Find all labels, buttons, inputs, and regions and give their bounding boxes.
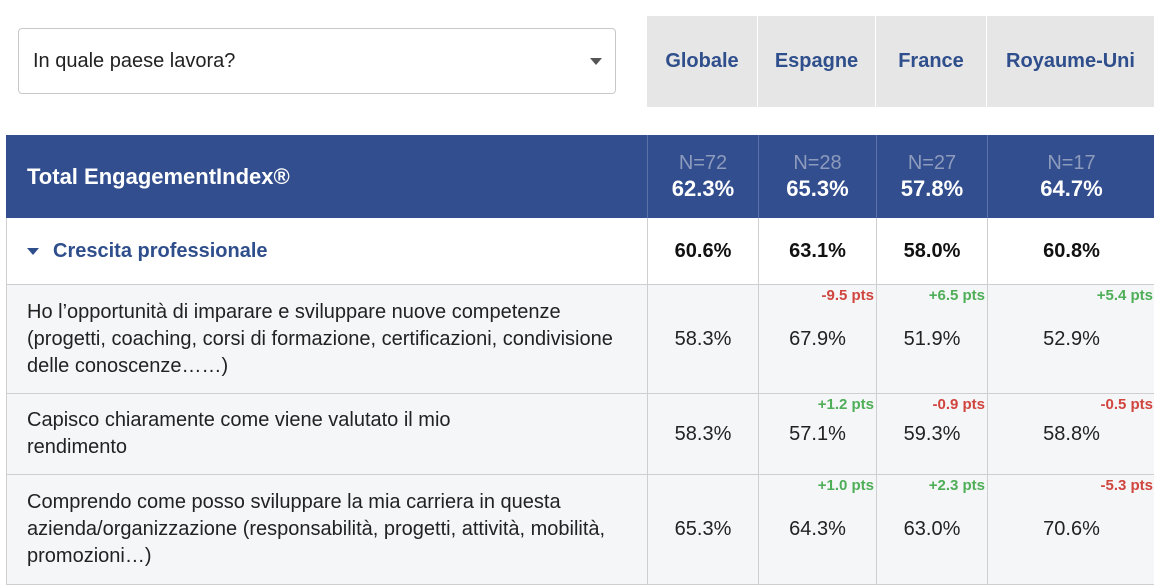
- section-row-crescita-professionale[interactable]: Crescita professionale 60.6% 63.1% 58.0%…: [6, 218, 1154, 285]
- question-text-cell: Capisco chiaramente come viene valutato …: [7, 394, 647, 474]
- chevron-down-icon[interactable]: [590, 58, 602, 65]
- question-cell-espagne: +1.0 pts 64.3%: [758, 475, 876, 584]
- question-cell-royaume-uni: -5.3 pts 70.6%: [987, 475, 1154, 584]
- total-cell-france: N=27 57.8%: [876, 135, 987, 218]
- question-cell-royaume-uni: -0.5 pts 58.8%: [987, 394, 1154, 474]
- section-score: 63.1%: [789, 239, 846, 262]
- question-score: 64.3%: [789, 518, 846, 540]
- question-score: 59.3%: [903, 422, 961, 445]
- question-score: 52.9%: [1043, 327, 1100, 350]
- question-cell-espagne: +1.2 pts 57.1%: [758, 394, 876, 474]
- question-score: 51.9%: [903, 327, 961, 350]
- collapse-caret-icon[interactable]: [27, 247, 39, 255]
- question-score: 58.3%: [674, 422, 732, 445]
- sample-size: N=27: [907, 151, 957, 174]
- delta-badge: +1.0 pts: [817, 477, 874, 494]
- section-cell-globale: 60.6%: [647, 218, 758, 284]
- column-header-france[interactable]: France: [876, 16, 986, 107]
- delta-badge: +6.5 pts: [928, 287, 985, 304]
- column-header-globale[interactable]: Globale: [647, 16, 757, 107]
- sample-size: N=28: [793, 151, 842, 174]
- question-score: 58.3%: [674, 327, 732, 350]
- question-cell-france: -0.9 pts 59.3%: [876, 394, 987, 474]
- section-cell-royaume-uni: 60.8%: [987, 218, 1154, 284]
- question-cell-globale: 58.3%: [647, 285, 758, 393]
- question-text: Ho l’opportunità di imparare e sviluppar…: [27, 300, 613, 377]
- question-row: Ho l’opportunità di imparare e sviluppar…: [6, 285, 1154, 394]
- delta-badge: -0.9 pts: [932, 396, 985, 413]
- question-text-cell: Comprendo come posso sviluppare la mia c…: [7, 475, 647, 584]
- question-score: 63.0%: [903, 518, 961, 540]
- column-header-royaume-uni[interactable]: Royaume-Uni: [987, 16, 1154, 107]
- question-row: Comprendo come posso sviluppare la mia c…: [6, 475, 1154, 585]
- delta-badge: +5.4 pts: [1096, 287, 1153, 304]
- results-table: Total EngagementIndex® N=72 62.3% N=28 6…: [6, 135, 1154, 585]
- sample-size: N=72: [678, 151, 728, 174]
- total-title-cell: Total EngagementIndex®: [7, 135, 647, 218]
- delta-badge: +2.3 pts: [928, 477, 985, 494]
- total-score: 64.7%: [1040, 175, 1103, 201]
- question-cell-royaume-uni: +5.4 pts 52.9%: [987, 285, 1154, 393]
- question-score: 57.1%: [789, 422, 846, 445]
- column-header-espagne[interactable]: Espagne: [758, 16, 875, 107]
- question-cell-france: +2.3 pts 63.0%: [876, 475, 987, 584]
- country-filter-label: In quale paese lavora?: [33, 49, 236, 72]
- question-text: Comprendo come posso sviluppare la mia c…: [27, 491, 606, 567]
- question-score: 58.8%: [1043, 422, 1100, 445]
- question-cell-globale: 65.3%: [647, 475, 758, 584]
- question-cell-france: +6.5 pts 51.9%: [876, 285, 987, 393]
- total-title: Total EngagementIndex®: [27, 163, 290, 189]
- total-score: 65.3%: [786, 175, 849, 201]
- question-score: 70.6%: [1043, 518, 1100, 540]
- section-score: 58.0%: [903, 239, 961, 262]
- sample-size: N=17: [1047, 151, 1096, 174]
- delta-badge: -0.5 pts: [1100, 396, 1153, 413]
- section-score: 60.6%: [674, 239, 732, 262]
- section-toggle[interactable]: Crescita professionale: [27, 240, 268, 263]
- question-row: Capisco chiaramente come viene valutato …: [6, 394, 1154, 475]
- question-cell-globale: 58.3%: [647, 394, 758, 474]
- total-cell-royaume-uni: N=17 64.7%: [987, 135, 1154, 218]
- country-filter-dropdown[interactable]: In quale paese lavora?: [18, 28, 616, 94]
- section-score: 60.8%: [1043, 239, 1100, 262]
- section-cell-france: 58.0%: [876, 218, 987, 284]
- question-score: 67.9%: [789, 327, 846, 350]
- total-score: 62.3%: [671, 175, 735, 201]
- question-score: 65.3%: [674, 518, 732, 540]
- section-title: Crescita professionale: [53, 239, 268, 262]
- total-cell-globale: N=72 62.3%: [647, 135, 758, 218]
- question-cell-espagne: -9.5 pts 67.9%: [758, 285, 876, 393]
- delta-badge: -5.3 pts: [1100, 477, 1153, 494]
- total-score: 57.8%: [900, 175, 964, 201]
- delta-badge: -9.5 pts: [821, 287, 874, 304]
- question-text-cell: Ho l’opportunità di imparare e sviluppar…: [7, 285, 647, 393]
- question-text: Capisco chiaramente come viene valutato …: [27, 409, 451, 458]
- total-engagement-row: Total EngagementIndex® N=72 62.3% N=28 6…: [6, 135, 1154, 218]
- total-cell-espagne: N=28 65.3%: [758, 135, 876, 218]
- section-cell-espagne: 63.1%: [758, 218, 876, 284]
- delta-badge: +1.2 pts: [817, 396, 874, 413]
- section-title-cell[interactable]: Crescita professionale: [7, 218, 647, 284]
